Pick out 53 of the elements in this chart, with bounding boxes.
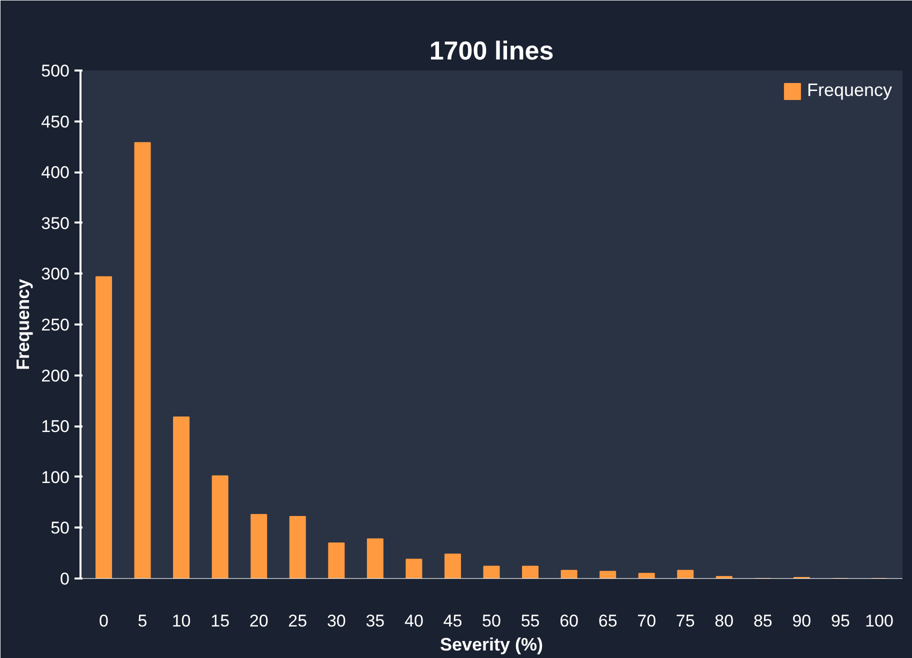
bar: [328, 542, 345, 578]
bar: [716, 576, 732, 578]
y-tick-label: 200: [41, 366, 70, 386]
bar: [134, 142, 151, 578]
bar: [250, 514, 268, 578]
bar: [289, 516, 306, 578]
x-tick-label: 55: [520, 612, 540, 630]
bar: [366, 538, 384, 578]
bar: [173, 416, 190, 578]
y-tick-label: 500: [41, 62, 70, 80]
x-tick-label: 90: [792, 612, 812, 630]
bar: [677, 570, 694, 578]
x-tick-label: 50: [482, 612, 501, 630]
x-tick-label: 10: [172, 612, 191, 630]
y-tick-label: 250: [41, 316, 70, 334]
x-tick-label: 75: [676, 612, 695, 630]
chart-title: 1700 lines: [429, 36, 554, 66]
y-tick-label: 300: [41, 264, 70, 284]
x-tick-label: 65: [598, 612, 618, 630]
x-tick-label: 40: [404, 612, 424, 630]
legend-label: Frequency: [806, 80, 892, 101]
y-tick-label: 400: [41, 163, 70, 182]
bar: [212, 475, 228, 578]
x-tick-label: 95: [831, 612, 850, 630]
bar: [483, 566, 500, 578]
x-tick-label: 5: [138, 612, 148, 630]
x-tick-label: 15: [210, 612, 230, 630]
y-tick-label: 50: [50, 518, 70, 538]
bar: [600, 570, 616, 578]
x-tick-label: 80: [714, 612, 734, 630]
x-tick-label: 85: [753, 612, 772, 630]
x-tick-label: 45: [443, 612, 462, 630]
x-tick-label: 35: [366, 612, 385, 630]
y-tick-label: 150: [41, 417, 70, 436]
x-tick-label: 60: [560, 612, 579, 630]
x-tick-label: 20: [249, 612, 268, 630]
bar: [522, 566, 539, 578]
bar: [444, 554, 461, 578]
x-tick-label: 30: [326, 612, 346, 630]
y-tick-label: 450: [41, 112, 70, 132]
x-axis-title: Severity (%): [440, 634, 544, 654]
y-tick-label: 350: [41, 214, 70, 233]
x-tick-label: 100: [865, 612, 894, 630]
x-tick-label: 25: [288, 612, 308, 630]
bar: [638, 572, 655, 578]
x-tick-label: 0: [99, 612, 109, 630]
x-tick-label: 70: [637, 612, 656, 630]
y-axis-title: Frequency: [13, 278, 34, 370]
bar: [96, 276, 112, 578]
bar: [406, 558, 422, 578]
y-tick-label: 0: [60, 570, 70, 588]
bar: [560, 570, 578, 578]
y-tick-label: 100: [41, 468, 70, 487]
